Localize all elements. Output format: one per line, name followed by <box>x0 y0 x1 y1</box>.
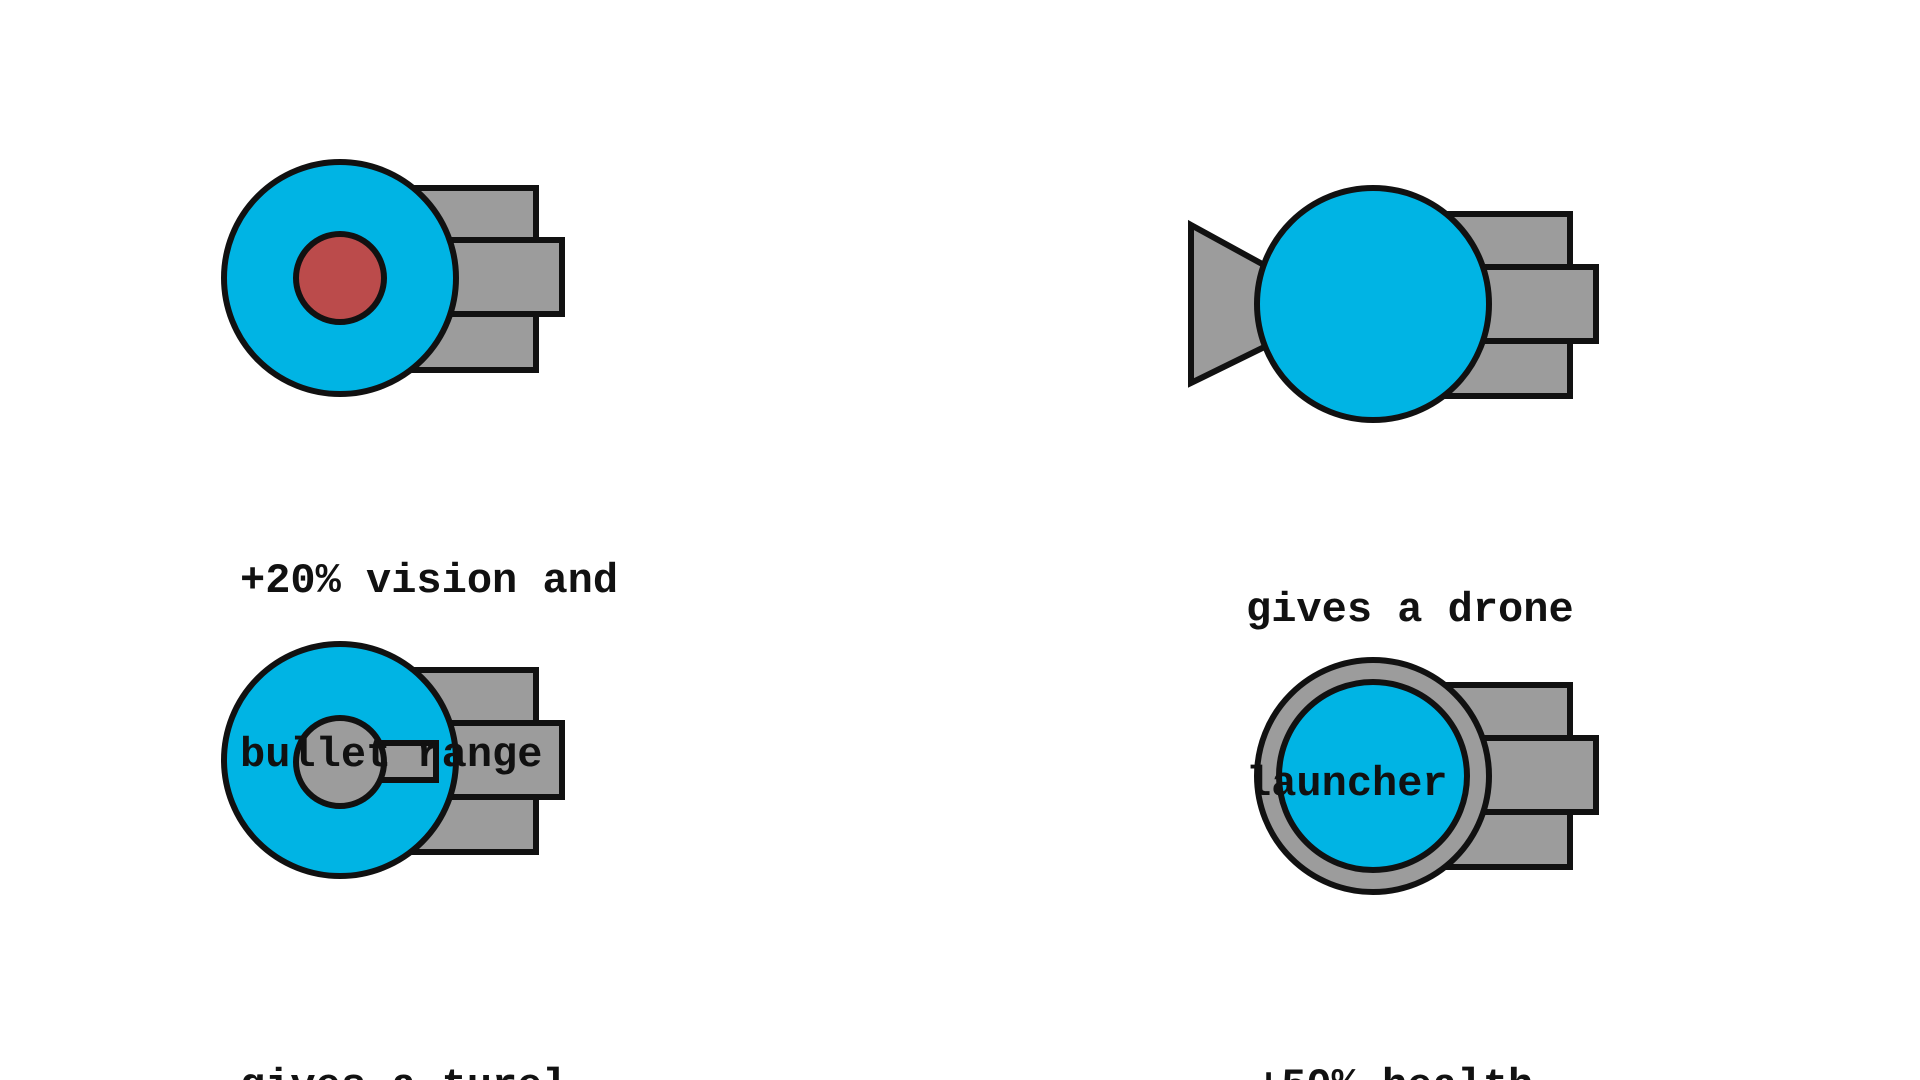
inner-barrel <box>1471 735 1599 815</box>
red-core <box>293 231 387 325</box>
caption-line: gives a drone <box>1246 586 1574 634</box>
tank-red-core-icon <box>221 159 565 397</box>
health-upgrade-caption: +50% health <box>1256 941 1533 1080</box>
tank-body <box>1254 185 1492 423</box>
caption-line: gives a turel <box>240 1057 568 1080</box>
drone-upgrade-caption: gives a drone launcher <box>1246 465 1574 929</box>
inner-barrel <box>1471 264 1599 344</box>
turret-upgrade-caption: gives a turel <box>240 941 568 1080</box>
tank-drone-launcher-icon <box>1188 185 1599 423</box>
caption-line: bullet range <box>240 731 543 779</box>
turret-base <box>293 715 387 809</box>
inner-barrel <box>437 720 565 800</box>
caption-line: +20% vision and <box>240 557 619 605</box>
caption-line: launcher <box>1246 760 1448 808</box>
tank-turret-icon <box>221 641 565 879</box>
inner-barrel <box>437 237 565 317</box>
caption-line: +50% health <box>1256 1057 1533 1080</box>
vision-upgrade-caption: +20% vision and bullet range <box>240 436 618 900</box>
tank-body <box>1276 679 1470 873</box>
tank-armor-ring-icon <box>1254 657 1599 895</box>
